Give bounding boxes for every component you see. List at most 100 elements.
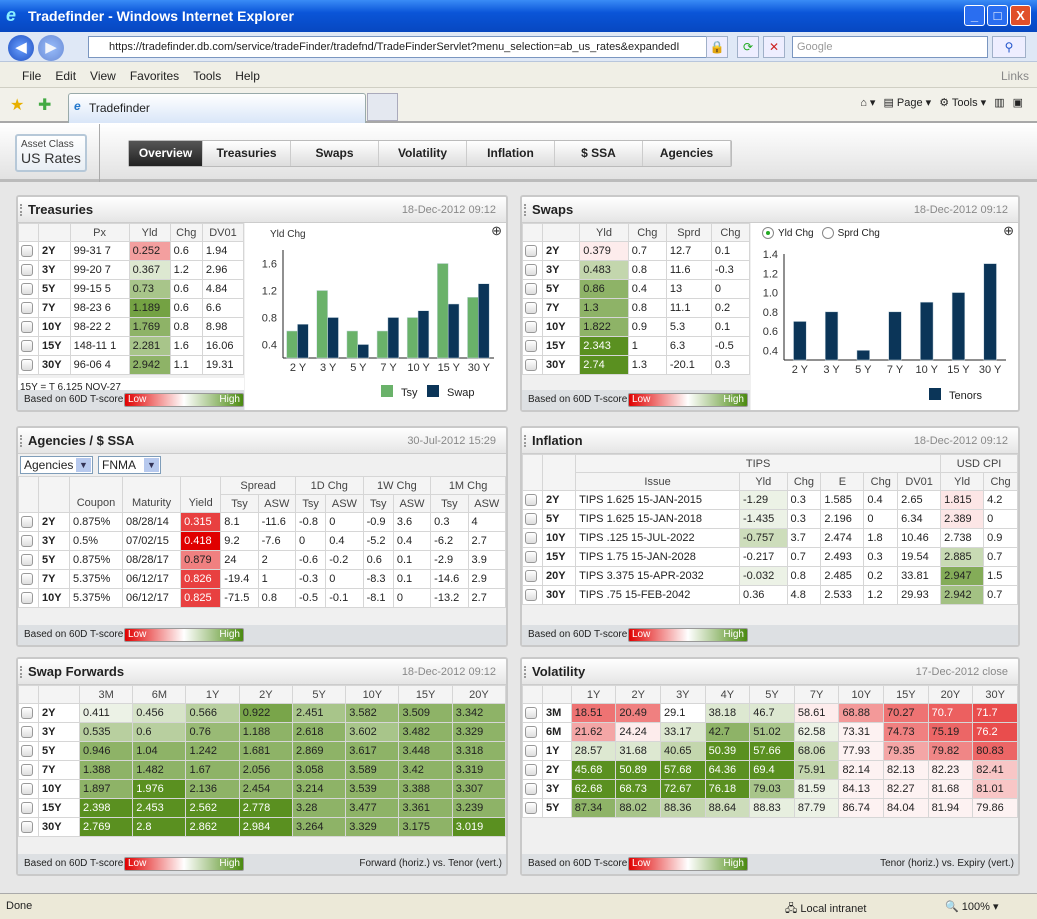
table-row[interactable]: 30Y 96-06 4 2.942 1.1 19.31 <box>18 355 245 375</box>
row-checkbox[interactable] <box>525 302 537 315</box>
page-menu[interactable]: ▤ Page ▾ <box>883 97 932 109</box>
column-header[interactable]: DV01 <box>201 223 245 242</box>
column-header[interactable]: Coupon <box>68 476 124 513</box>
row-checkbox[interactable] <box>525 707 537 720</box>
url-input[interactable]: https://tradefinder.db.com/service/trade… <box>88 36 708 58</box>
column-header[interactable]: 2Y <box>238 685 293 704</box>
row-checkbox[interactable] <box>21 554 33 567</box>
table-row[interactable]: 3Y 99-20 7 0.367 1.2 2.96 <box>18 260 245 280</box>
row-checkbox[interactable] <box>21 783 33 796</box>
column-header[interactable]: ASW <box>392 494 432 513</box>
table-row[interactable]: 2Y 0.411 0.456 0.566 0.922 2.451 3.582 3.509 3.3… <box>18 703 506 723</box>
drag-handle-icon[interactable] <box>20 435 22 447</box>
row-checkbox[interactable] <box>21 340 33 353</box>
row-checkbox[interactable] <box>21 302 33 315</box>
bar-tenors-5y[interactable] <box>856 350 870 361</box>
column-header[interactable]: 2Y <box>615 685 661 704</box>
table-row[interactable]: 30Y TIPS .75 15-FEB-2042 0.36 4.8 2.533 1.2 29… <box>522 585 1018 605</box>
row-checkbox[interactable] <box>525 359 537 372</box>
table-row[interactable]: 10Y TIPS .125 15-JUL-2022 -0.757 3.7 2.474 1.… <box>522 528 1018 548</box>
row-checkbox[interactable] <box>525 532 537 545</box>
column-header[interactable]: Sprd <box>665 223 712 242</box>
table-row[interactable]: 15Y 148-11 1 2.281 1.6 16.06 <box>18 336 245 356</box>
close-button[interactable]: X <box>1010 5 1031 26</box>
column-header[interactable]: Yld <box>579 223 629 242</box>
column-header[interactable]: Px <box>69 223 130 242</box>
tab-overview[interactable]: Overview <box>129 141 203 166</box>
row-checkbox[interactable] <box>21 283 33 296</box>
row-checkbox[interactable] <box>21 821 33 834</box>
table-row[interactable]: 5Y 87.34 88.02 88.36 88.64 88.83 87.79 86.74 84.… <box>522 798 1018 818</box>
table-row[interactable]: 15Y 2.398 2.453 2.562 2.778 3.28 3.477 3.361 3.2… <box>18 798 506 818</box>
row-checkbox[interactable] <box>525 764 537 777</box>
tab-swaps[interactable]: Swaps <box>291 141 379 166</box>
bar-tenors-30y[interactable] <box>983 263 997 361</box>
row-checkbox[interactable] <box>525 245 537 258</box>
row-checkbox[interactable] <box>525 570 537 583</box>
column-header[interactable]: 1W Chg <box>362 476 432 495</box>
menu-view[interactable]: View <box>90 69 116 83</box>
links-toolbar[interactable]: Links <box>1000 69 1029 83</box>
column-header[interactable]: Maturity <box>122 476 182 513</box>
column-header[interactable]: Yld <box>739 472 788 491</box>
column-header[interactable]: 1D Chg <box>294 476 364 495</box>
bar-tenors-2y[interactable] <box>793 321 807 361</box>
table-row[interactable]: 2Y 0.379 0.7 12.7 0.1 <box>522 241 751 261</box>
row-checkbox[interactable] <box>525 802 537 815</box>
column-header[interactable]: Yld <box>940 472 985 491</box>
row-checkbox[interactable] <box>21 359 33 372</box>
table-row[interactable]: 10Y 98-22 2 1.769 0.8 8.98 <box>18 317 245 337</box>
tab-ssa[interactable]: $ SSA <box>555 141 643 166</box>
table-row[interactable]: 15Y 2.343 1 6.3 -0.5 <box>522 336 751 356</box>
table-row[interactable]: 10Y 1.897 1.976 2.136 2.454 3.214 3.539 3.388 3.… <box>18 779 506 799</box>
zoom-in-icon[interactable]: ⊕ <box>491 223 502 238</box>
bar-swap-15y[interactable] <box>447 303 460 359</box>
row-checkbox[interactable] <box>21 516 33 529</box>
home-icon[interactable]: ⌂ ▾ <box>860 97 876 109</box>
add-favorite-icon[interactable]: ✚ <box>38 97 52 114</box>
column-header[interactable]: 1M Chg <box>430 476 506 495</box>
column-header[interactable]: Chg <box>710 223 751 242</box>
row-checkbox[interactable] <box>21 573 33 586</box>
column-header[interactable]: Yld <box>128 223 171 242</box>
column-header[interactable]: Yield <box>180 476 222 513</box>
menu-edit[interactable]: Edit <box>55 69 77 83</box>
table-row[interactable]: 2Y TIPS 1.625 15-JAN-2015 -1.29 0.3 1.585 0.4… <box>522 490 1018 510</box>
menu-file[interactable]: File <box>22 69 42 83</box>
row-checkbox[interactable] <box>21 264 33 277</box>
table-row[interactable]: 10Y 1.822 0.9 5.3 0.1 <box>522 317 751 337</box>
table-row[interactable]: 20Y TIPS 3.375 15-APR-2032 -0.032 0.8 2.485 0… <box>522 566 1018 586</box>
lock-icon[interactable]: 🔒 <box>706 36 728 58</box>
table-row[interactable]: 3Y 62.68 68.73 72.67 76.18 79.03 81.59 84.13 82.… <box>522 779 1018 799</box>
row-checkbox[interactable] <box>21 592 33 605</box>
favorites-star-icon[interactable]: ★ <box>10 97 25 114</box>
table-row[interactable]: 7Y 1.3 0.8 11.1 0.2 <box>522 298 751 318</box>
browser-tab[interactable]: e Tradefinder <box>68 93 366 123</box>
bar-tenors-10y[interactable] <box>920 301 934 361</box>
column-header[interactable]: 6M <box>132 685 187 704</box>
menu-tools[interactable]: Tools <box>193 69 222 83</box>
table-row[interactable]: 1Y 28.57 31.68 40.65 50.39 57.66 68.06 77.93 79.… <box>522 741 1018 761</box>
column-header[interactable]: Tsy <box>362 494 394 513</box>
table-row[interactable]: 5Y 99-15 5 0.73 0.6 4.84 <box>18 279 245 299</box>
research-icon[interactable]: ▥ <box>994 97 1005 109</box>
row-checkbox[interactable] <box>525 340 537 353</box>
column-header[interactable]: ASW <box>467 494 506 513</box>
row-checkbox[interactable] <box>525 726 537 739</box>
column-header[interactable]: Spread <box>220 476 296 495</box>
tab-inflation[interactable]: Inflation <box>467 141 555 166</box>
row-checkbox[interactable] <box>525 494 537 507</box>
issuer-select[interactable]: FNMA ▼ <box>98 456 161 474</box>
column-header[interactable]: 10Y <box>838 685 885 704</box>
column-header[interactable]: Tsy <box>220 494 259 513</box>
drag-handle-icon[interactable] <box>524 204 526 216</box>
column-header[interactable]: 5Y <box>749 685 795 704</box>
row-checkbox[interactable] <box>525 783 537 796</box>
column-header[interactable]: ASW <box>257 494 296 513</box>
panel-header[interactable]: Volatility 17-Dec-2012 close <box>522 659 1018 685</box>
search-input[interactable]: Google <box>792 36 988 58</box>
tab-volatility[interactable]: Volatility <box>379 141 467 166</box>
drag-handle-icon[interactable] <box>20 666 22 678</box>
refresh-button[interactable]: ⟳ <box>737 36 759 58</box>
table-row[interactable]: 5Y 0.86 0.4 13 0 <box>522 279 751 299</box>
